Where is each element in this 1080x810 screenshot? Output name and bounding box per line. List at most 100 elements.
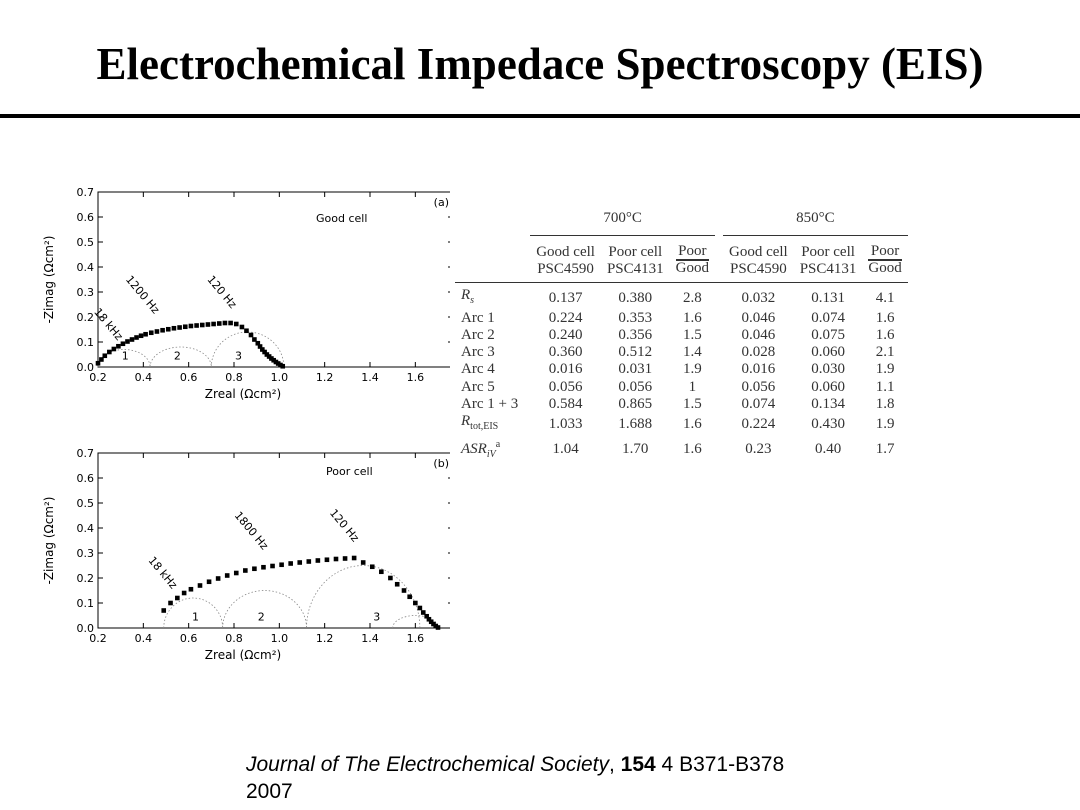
arc-label: 2 [258, 611, 265, 624]
data-point [224, 573, 230, 578]
data-point [424, 613, 429, 619]
column-gap [715, 396, 723, 413]
data-point [257, 344, 263, 349]
arc-label: 1 [122, 350, 129, 363]
table-cell: 0.134 [811, 396, 845, 413]
row-label: Arc 1 [461, 309, 495, 326]
column-header: Poor cell PSC4131 [793, 235, 863, 284]
y-tick-label: 0.6 [77, 211, 95, 224]
data-point [252, 566, 257, 572]
table-cell: 1.1 [875, 378, 895, 395]
table-cell: 1.9 [682, 361, 702, 378]
x-tick-label: 1.0 [271, 632, 289, 645]
fitted-arc [306, 565, 421, 629]
y-tick-label: 0.4 [77, 522, 95, 535]
table-cell: 1.5 [682, 326, 702, 343]
column-header: Poor cell PSC4131 [600, 235, 670, 284]
data-point [342, 556, 348, 561]
table-cell: 0.056 [741, 378, 776, 395]
column-gap [715, 310, 723, 327]
arc-label: 3 [373, 611, 380, 624]
data-point [413, 600, 418, 606]
row-label: Arc 3 [461, 344, 495, 361]
frequency-label: 120 Hz [205, 273, 240, 311]
row-label: Arc 1 + 3 [461, 396, 519, 413]
table-cell: 1.04 [552, 440, 579, 457]
data-point [233, 570, 239, 576]
table-cell: 0.131 [811, 289, 845, 306]
data-point [333, 556, 339, 562]
ratio-denominator: Good [675, 260, 709, 277]
arc-label: 3 [235, 350, 242, 363]
table-cell: 0.031 [618, 361, 653, 378]
data-point [129, 337, 135, 342]
table-cell: 0.032 [741, 289, 776, 306]
x-tick-label: 0.6 [180, 632, 198, 645]
data-point [205, 322, 211, 327]
table-cell: 0.046 [741, 309, 776, 326]
data-point [394, 581, 400, 587]
fitted-arc [392, 615, 439, 629]
data-point [261, 564, 266, 570]
data-point [369, 564, 375, 570]
ratio-header: Poor Good [675, 244, 709, 277]
data-point [435, 625, 441, 630]
table-row: Arc 5 0.056 0.056 1 0.056 0.060 1.1 [455, 379, 908, 396]
frequency-label: 120 Hz [327, 507, 362, 545]
x-tick-label: 1.4 [361, 632, 379, 645]
eis-table: 700°C 850°C Good cell PSC4590 Poor cell PSC… [455, 210, 908, 463]
data-point [154, 329, 160, 334]
data-point [233, 321, 239, 327]
data-point [260, 347, 265, 352]
x-tick-label: 0.6 [180, 371, 198, 384]
temp-header-700: 700°C [530, 210, 715, 237]
data-point [160, 327, 165, 333]
panel-label: (b) [433, 457, 449, 470]
table-cell: 0.584 [548, 396, 583, 413]
data-point [197, 583, 203, 588]
column-header: Good cell PSC4590 [530, 235, 601, 284]
data-point [270, 563, 275, 569]
row-label: ASRiVa [461, 438, 501, 460]
data-point [95, 360, 101, 366]
data-point [324, 557, 330, 563]
y-axis-label: -Zimag (Ωcm²) [42, 236, 56, 324]
y-tick-label: 0.1 [77, 597, 95, 610]
plot-frame [97, 452, 450, 629]
table-cell: 0.865 [618, 396, 653, 413]
citation-journal: Journal of The Electrochemical Society [246, 753, 609, 776]
data-point [407, 594, 412, 600]
x-axis-label: Zreal (Ωcm²) [205, 648, 281, 662]
y-tick-label: 0.5 [77, 497, 95, 510]
table-row: Arc 2 0.240 0.356 1.5 0.046 0.075 1.6 [455, 327, 908, 344]
column-gap [714, 235, 723, 284]
table-cell: 0.030 [811, 361, 845, 378]
y-tick-label: 0.7 [77, 186, 95, 199]
ratio-numerator: Poor [675, 244, 709, 262]
data-point [420, 610, 426, 615]
column-header: Good cell PSC4590 [722, 235, 794, 284]
column-header: Poor Good [669, 235, 715, 284]
data-point [351, 555, 357, 561]
y-tick-label: 0.3 [77, 547, 95, 560]
citation-volume: 154 [620, 753, 656, 776]
ratio-denominator: Good [868, 260, 902, 277]
table-row: Arc 3 0.360 0.512 1.4 0.028 0.060 2.1 [455, 344, 908, 361]
data-point [222, 320, 228, 326]
table-cell: 0.074 [811, 309, 845, 326]
table-cell: 4.1 [875, 289, 895, 306]
data-point [379, 569, 384, 575]
table-row: Rtot,EIS 1.033 1.688 1.6 0.224 0.430 1.9 [455, 413, 908, 435]
data-point [102, 353, 108, 359]
data-point [143, 331, 148, 337]
table-cell: 0.512 [618, 344, 653, 361]
x-tick-label: 0.8 [225, 371, 243, 384]
data-point [279, 562, 284, 568]
data-point [199, 322, 205, 328]
table-row: ASRiVa 1.04 1.70 1.6 0.23 0.40 1.7 [455, 436, 908, 463]
table-cell: 1.5 [682, 396, 702, 413]
data-point [306, 559, 312, 564]
column-gap [715, 361, 723, 378]
y-tick-label: 0.7 [77, 447, 95, 460]
x-tick-label: 0.4 [135, 632, 153, 645]
